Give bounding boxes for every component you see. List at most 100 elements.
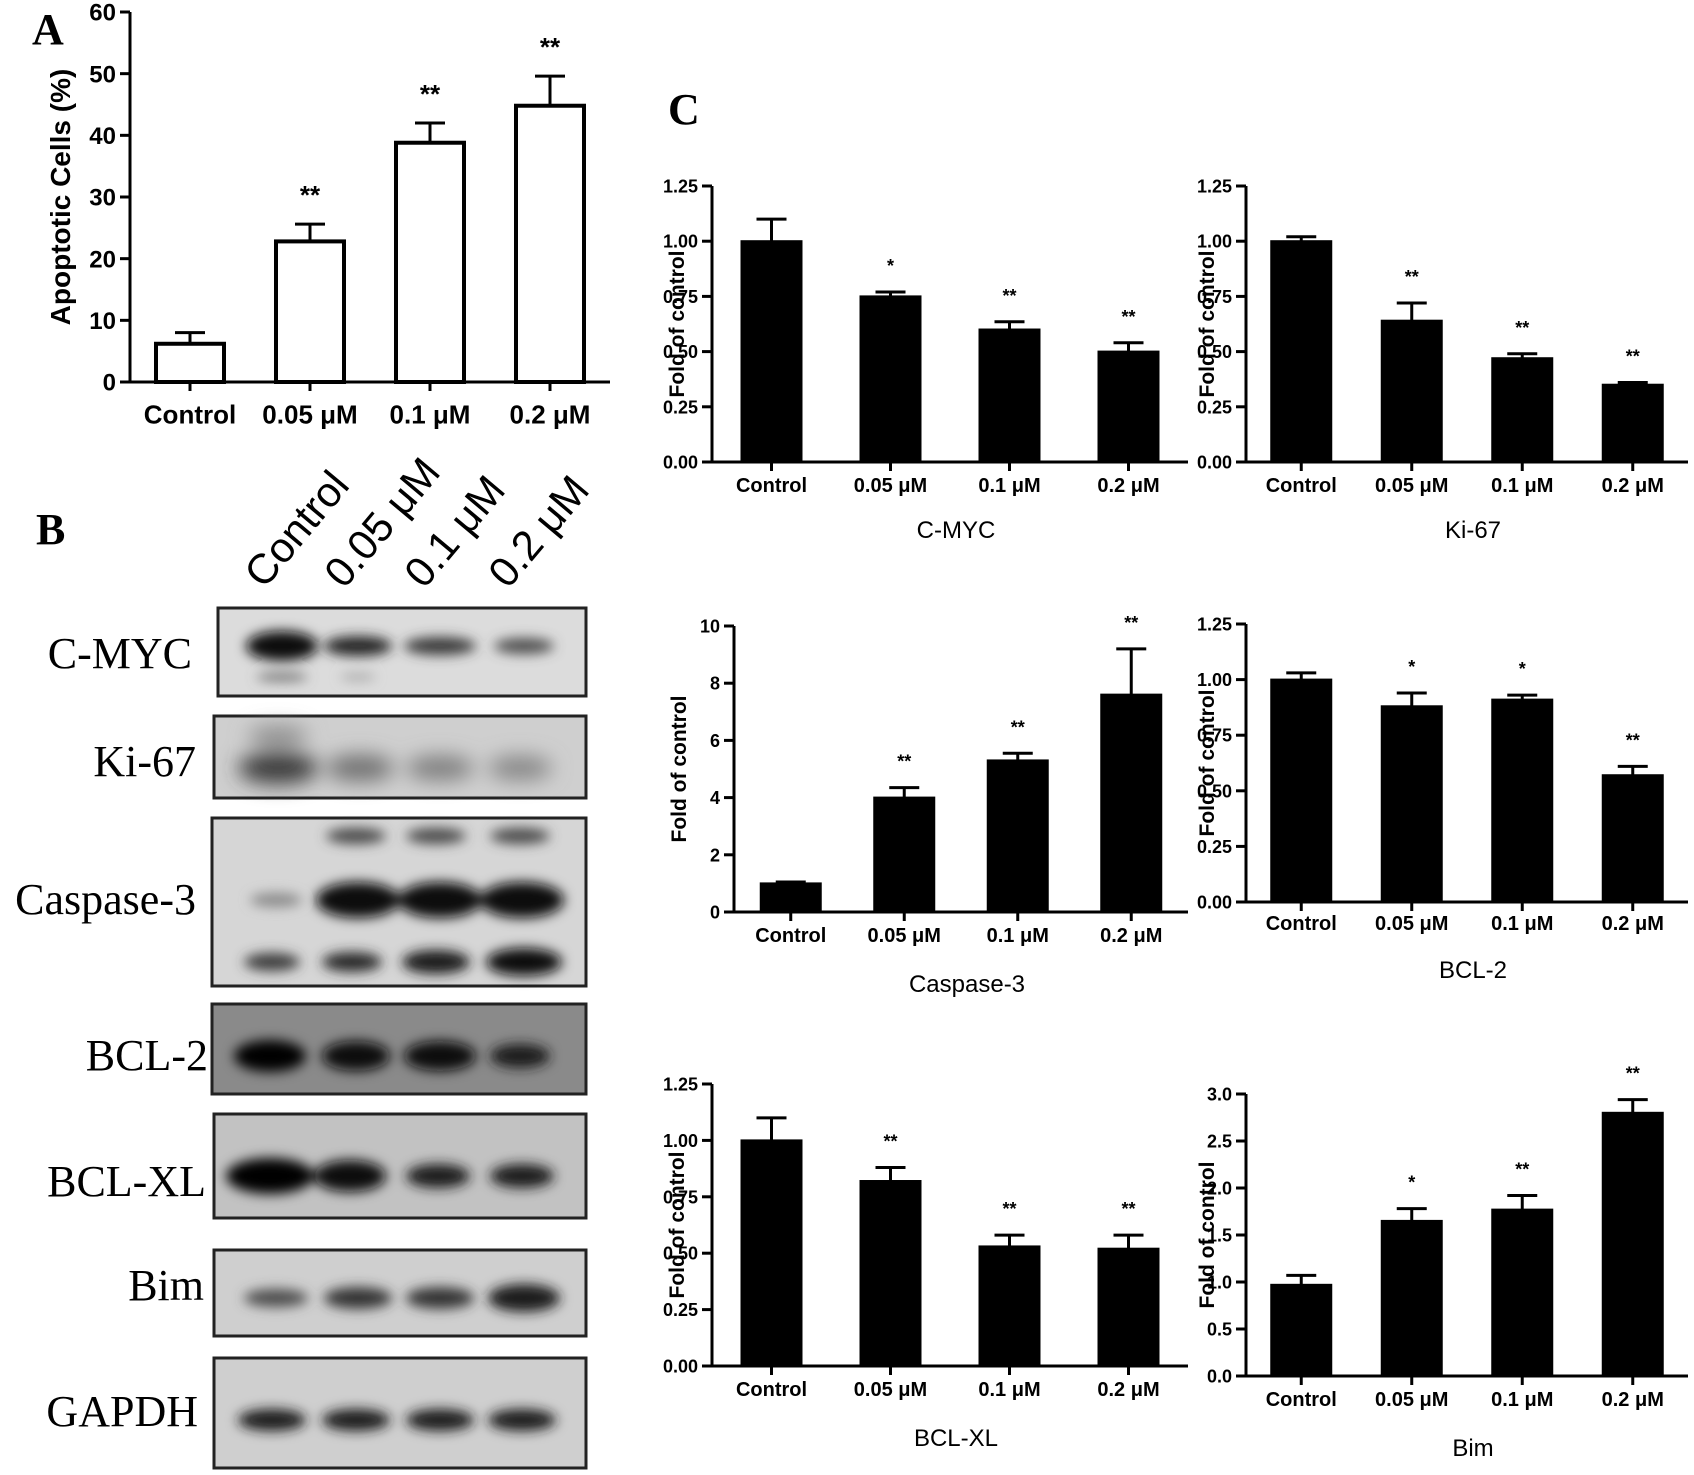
x-tick-label: 0.1 μM	[1491, 475, 1553, 497]
y-axis-label: Fold of control	[666, 1152, 689, 1299]
x-tick-label: 0.05 μM	[262, 399, 357, 429]
y-tick-label: 0.5	[1207, 1319, 1232, 1339]
y-tick-label: 50	[89, 61, 116, 88]
y-tick-label: 0.00	[1197, 892, 1232, 912]
bar	[978, 1245, 1041, 1368]
y-tick-label: 20	[89, 246, 116, 273]
y-tick-label: 0.50	[1197, 781, 1232, 801]
blot-caspase-3	[210, 816, 588, 988]
y-axis-label: Fold of control	[1196, 1162, 1219, 1309]
significance-marker: **	[1002, 1199, 1016, 1219]
chart-title: BCL-2	[1439, 957, 1507, 984]
x-tick-label: Control	[1266, 913, 1337, 935]
bar	[859, 1180, 922, 1368]
panel-letter-c: C	[668, 85, 700, 134]
bar	[154, 341, 226, 384]
bar	[1380, 1219, 1443, 1378]
blot-label-caspase-3: Caspase-3	[15, 875, 196, 924]
significance-marker: **	[300, 180, 321, 210]
y-tick-label: 1.00	[663, 232, 698, 252]
y-tick-label: 10	[700, 616, 720, 636]
significance-marker: **	[897, 752, 911, 772]
x-tick-label: 0.1 μM	[390, 399, 471, 429]
bar	[1491, 357, 1554, 463]
bar	[1270, 1283, 1333, 1377]
x-tick-label: 0.2 μM	[510, 399, 591, 429]
y-tick-label: 0.00	[663, 1356, 698, 1376]
chart-title: Ki-67	[1445, 517, 1501, 544]
chart-title: BCL-XL	[914, 1425, 998, 1452]
x-tick-label: 0.05 μM	[868, 925, 941, 947]
blot-label-bcl-2: BCL-2	[86, 1031, 208, 1080]
y-tick-label: 6	[710, 731, 720, 751]
x-tick-label: 0.2 μM	[1602, 1389, 1664, 1411]
x-tick-label: 0.2 μM	[1602, 913, 1664, 935]
y-axis-label: Fold of control	[1196, 251, 1219, 398]
blot-label-bcl-xl: BCL-XL	[47, 1157, 206, 1206]
significance-marker: *	[887, 256, 894, 276]
chart-bcl-2: 0.00 0.25 0.50 0.75 1.00 1.25 Control 0.05 μM * 0…	[1196, 614, 1688, 984]
x-tick-label: 0.2 μM	[1097, 1379, 1159, 1401]
y-tick-label: 40	[89, 123, 116, 150]
blot-bim	[212, 1248, 588, 1338]
y-tick-label: 30	[89, 185, 116, 212]
y-tick-label: 0.50	[663, 342, 698, 362]
y-tick-label: 0.50	[1197, 342, 1232, 362]
x-tick-label: 0.2 μM	[1602, 475, 1664, 497]
bar	[1491, 1208, 1554, 1377]
y-axis-label: Fold of control	[666, 251, 689, 398]
chart-ki-67: 0.00 0.25 0.50 0.75 1.00 1.25 Control 0.05 μM **…	[1196, 176, 1688, 544]
y-tick-label: 0.00	[1197, 452, 1232, 472]
significance-marker: **	[1515, 318, 1529, 338]
significance-marker: **	[420, 79, 441, 109]
bar	[740, 1139, 803, 1368]
chart-apoptotic-cells: 0 10 20 30 40 50 60 Control 0.05 μM ** 0.1 μM ** 0.2…	[45, 0, 610, 429]
x-tick-label: Control	[1266, 475, 1337, 497]
chart-caspase-3: 0 2 4 6 8 10 Control 0.05 μM ** 0.1 μM ** 0.2 μM ** F…	[668, 613, 1188, 998]
blot-label-c-myc: C-MYC	[48, 629, 192, 678]
y-tick-label: 0.75	[663, 287, 698, 307]
bar	[740, 240, 803, 463]
x-tick-label: 0.05 μM	[1375, 1389, 1448, 1411]
bar	[978, 328, 1041, 463]
significance-marker: **	[1626, 1064, 1640, 1084]
x-tick-label: Control	[755, 925, 826, 947]
chart-title: Bim	[1452, 1435, 1493, 1462]
bar	[1270, 240, 1333, 463]
significance-marker: **	[883, 1131, 897, 1151]
y-tick-label: 2.0	[1207, 1178, 1232, 1198]
y-tick-label: 0.0	[1207, 1366, 1232, 1386]
y-tick-label: 60	[89, 0, 116, 27]
bar	[1601, 774, 1664, 903]
y-tick-label: 1.25	[663, 1074, 698, 1094]
significance-marker: **	[1124, 613, 1138, 633]
x-tick-label: 0.1 μM	[978, 1379, 1040, 1401]
y-tick-label: 1.0	[1207, 1272, 1232, 1292]
significance-marker: **	[1121, 307, 1135, 327]
bar	[274, 239, 346, 384]
significance-marker: *	[1408, 1173, 1415, 1193]
blot-label-ki-67: Ki-67	[93, 737, 196, 786]
bar	[859, 295, 922, 463]
x-tick-label: 0.05 μM	[1375, 475, 1448, 497]
blot-label-bim: Bim	[128, 1261, 204, 1310]
blot-bcl-xl	[212, 1112, 588, 1220]
x-tick-label: 0.1 μM	[1491, 1389, 1553, 1411]
y-axis-label: Fold of control	[668, 696, 691, 843]
bar	[1100, 693, 1163, 914]
chart-bcl-xl: 0.00 0.25 0.50 0.75 1.00 1.25 Control 0.05 μM **…	[663, 1074, 1188, 1452]
blot-lane-labels: Control 0.05 μM 0.1 μM 0.2 μM	[235, 449, 598, 596]
bar	[873, 796, 936, 913]
bar	[1380, 705, 1443, 904]
y-tick-label: 0.25	[663, 1300, 698, 1320]
y-tick-label: 0.25	[663, 397, 698, 417]
chart-title: Caspase-3	[909, 971, 1025, 998]
x-tick-label: 0.1 μM	[978, 475, 1040, 497]
y-tick-label: 0.75	[663, 1187, 698, 1207]
y-tick-label: 1.25	[1197, 176, 1232, 196]
x-tick-label: 0.2 μM	[1100, 925, 1162, 947]
y-tick-label: 0	[103, 370, 116, 397]
y-tick-label: 1.25	[1197, 614, 1232, 634]
y-tick-label: 0.50	[663, 1244, 698, 1264]
